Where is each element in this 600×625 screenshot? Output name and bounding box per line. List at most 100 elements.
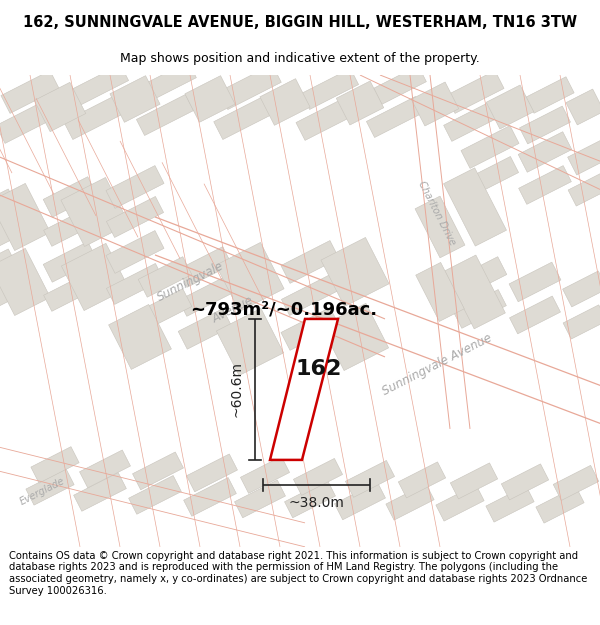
Polygon shape: [502, 464, 548, 500]
Polygon shape: [64, 94, 126, 139]
Text: ~60.6m: ~60.6m: [230, 361, 244, 418]
Polygon shape: [336, 81, 384, 125]
Polygon shape: [110, 76, 160, 122]
Text: 162, SUNNINGVALE AVENUE, BIGGIN HILL, WESTERHAM, TN16 3TW: 162, SUNNINGVALE AVENUE, BIGGIN HILL, WE…: [23, 15, 577, 30]
Polygon shape: [416, 262, 464, 321]
Polygon shape: [367, 96, 424, 138]
Polygon shape: [321, 238, 389, 306]
Polygon shape: [128, 476, 181, 514]
Polygon shape: [216, 242, 284, 311]
Polygon shape: [407, 76, 471, 428]
Polygon shape: [398, 462, 446, 498]
Polygon shape: [568, 172, 600, 206]
Polygon shape: [34, 82, 86, 132]
Polygon shape: [486, 486, 534, 522]
Polygon shape: [453, 257, 507, 298]
Polygon shape: [281, 274, 338, 316]
Polygon shape: [296, 98, 354, 141]
Polygon shape: [106, 196, 164, 238]
Polygon shape: [446, 71, 504, 113]
Text: Sunningvale: Sunningvale: [155, 259, 226, 304]
Polygon shape: [44, 272, 97, 311]
Polygon shape: [451, 463, 497, 499]
Polygon shape: [386, 484, 434, 520]
Polygon shape: [518, 132, 572, 173]
Polygon shape: [260, 79, 310, 126]
Polygon shape: [301, 69, 359, 109]
Polygon shape: [445, 255, 505, 329]
Polygon shape: [71, 64, 128, 106]
Polygon shape: [106, 264, 164, 304]
Polygon shape: [61, 177, 129, 246]
Text: Contains OS data © Crown copyright and database right 2021. This information is : Contains OS data © Crown copyright and d…: [9, 551, 587, 596]
Polygon shape: [143, 62, 196, 101]
Polygon shape: [0, 183, 50, 251]
Polygon shape: [0, 446, 304, 558]
Polygon shape: [178, 247, 232, 288]
Polygon shape: [568, 139, 600, 175]
Polygon shape: [536, 487, 584, 523]
Polygon shape: [80, 450, 130, 488]
Polygon shape: [364, 63, 600, 201]
Polygon shape: [178, 309, 232, 349]
Polygon shape: [109, 304, 172, 369]
Polygon shape: [486, 85, 534, 129]
Polygon shape: [0, 248, 50, 316]
Polygon shape: [138, 289, 192, 329]
Text: ~793m²/~0.196ac.: ~793m²/~0.196ac.: [190, 301, 377, 319]
Polygon shape: [520, 106, 571, 144]
Text: Charlton Drive: Charlton Drive: [416, 179, 458, 247]
Polygon shape: [293, 459, 343, 496]
Polygon shape: [526, 77, 574, 113]
Polygon shape: [185, 76, 235, 122]
Text: Map shows position and indicative extent of the property.: Map shows position and indicative extent…: [120, 52, 480, 65]
Polygon shape: [43, 177, 97, 217]
Polygon shape: [235, 480, 286, 518]
Polygon shape: [0, 249, 17, 285]
Polygon shape: [322, 303, 389, 371]
Polygon shape: [461, 126, 519, 168]
Text: Avenue: Avenue: [210, 294, 256, 326]
Polygon shape: [415, 196, 465, 258]
Polygon shape: [133, 452, 184, 490]
Polygon shape: [284, 480, 335, 518]
Polygon shape: [138, 257, 192, 298]
Polygon shape: [509, 296, 560, 334]
Polygon shape: [281, 241, 339, 283]
Polygon shape: [454, 289, 506, 328]
Polygon shape: [443, 168, 506, 246]
Polygon shape: [74, 472, 127, 511]
Polygon shape: [0, 101, 54, 143]
Polygon shape: [136, 94, 194, 136]
Polygon shape: [179, 278, 232, 316]
Polygon shape: [374, 66, 427, 104]
Polygon shape: [346, 461, 395, 498]
Polygon shape: [436, 484, 484, 521]
Polygon shape: [184, 478, 236, 516]
Polygon shape: [241, 456, 290, 493]
Polygon shape: [518, 166, 571, 204]
Polygon shape: [219, 64, 281, 109]
Polygon shape: [411, 82, 459, 126]
Text: Sunningvale Avenue: Sunningvale Avenue: [380, 332, 494, 398]
Polygon shape: [281, 308, 339, 351]
Polygon shape: [106, 231, 164, 273]
Polygon shape: [217, 308, 284, 376]
Polygon shape: [214, 94, 276, 139]
Polygon shape: [566, 89, 600, 125]
Polygon shape: [509, 262, 561, 302]
Polygon shape: [61, 243, 128, 311]
Polygon shape: [152, 217, 600, 431]
Polygon shape: [0, 219, 17, 255]
Polygon shape: [0, 189, 17, 225]
Polygon shape: [26, 469, 74, 505]
Polygon shape: [553, 466, 599, 501]
Polygon shape: [187, 454, 238, 492]
Text: Everglade: Everglade: [18, 476, 67, 508]
Polygon shape: [1, 71, 59, 113]
Polygon shape: [0, 154, 388, 354]
Text: 162: 162: [296, 359, 342, 379]
Polygon shape: [563, 305, 600, 339]
Polygon shape: [31, 447, 79, 483]
Text: ~38.0m: ~38.0m: [289, 496, 344, 510]
